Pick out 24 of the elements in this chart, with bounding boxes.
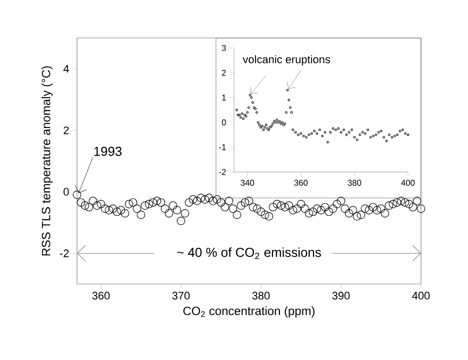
y-axis-title: RSS TLS temperature anomaly (°C) [42,66,53,256]
x-tick-label: 380 [348,180,362,186]
annotation: 1993 [94,146,122,156]
annotation: volcanic eruptions [242,55,330,66]
y-tick-label: 3 [222,45,226,51]
y-tick-label: 2 [64,126,69,134]
annotation: ~ 40 % of CO$_{2}$ emissions [177,247,321,260]
x-tick-label: 400 [401,180,415,186]
y-tick-label: 1 [222,94,226,101]
y-tick-label: -2 [60,249,69,258]
y-tick-label: -2 [219,169,226,175]
y-tick-label: 4 [63,64,69,73]
x-tick-label: 340 [240,180,254,186]
x-axis-title: CO$_{2}$ concentration (ppm) [183,306,314,318]
x-tick-label: 390 [332,292,350,300]
y-tick-label: 0 [64,188,69,196]
y-tick-label: 0 [222,119,226,126]
y-tick-label: 2 [222,70,226,76]
x-tick-label: 400 [412,292,430,300]
y-tick-label: -1 [219,144,226,150]
x-tick-label: 370 [172,292,190,300]
x-tick-label: 380 [252,292,270,300]
x-tick-label: 360 [92,292,110,300]
x-tick-label: 360 [294,180,308,186]
